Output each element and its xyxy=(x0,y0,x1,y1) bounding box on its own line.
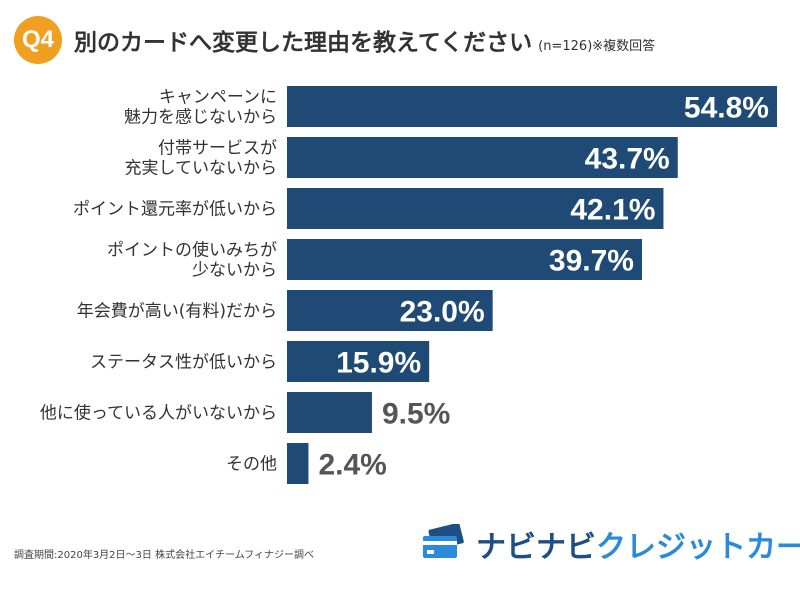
category-label: ポイントの使いみちが少ないから xyxy=(107,240,277,281)
category-label: ポイント還元率が低いから xyxy=(73,200,277,220)
logo-text-creditcard: クレジットカード xyxy=(596,530,800,565)
category-label: 年会費が高い(有料)だから xyxy=(77,302,277,322)
bar xyxy=(287,392,372,433)
category-label: キャンペーンに魅力を感じないから xyxy=(124,88,277,128)
bar xyxy=(287,188,664,229)
bar xyxy=(287,290,493,331)
question-badge: Q4 xyxy=(14,16,62,64)
bar xyxy=(287,443,309,484)
sample-note: (n=126)※複数回答 xyxy=(538,38,656,54)
value-label: 23.0% xyxy=(400,296,485,329)
value-label: 54.8% xyxy=(684,92,769,125)
bar-group: キャンペーンに魅力を感じないから 54.8% 付帯サービスが充実していないから 43.… xyxy=(40,86,777,484)
value-label: 43.7% xyxy=(585,143,670,176)
logo-text: ナビナビクレジットカード xyxy=(476,522,800,566)
value-label: 39.7% xyxy=(549,245,634,278)
bar xyxy=(287,137,678,178)
category-label: 他に使っている人がいないから xyxy=(40,403,277,424)
bar xyxy=(287,341,430,382)
credit-card-icon xyxy=(423,524,464,558)
survey-footnote: 調査期間:2020年3月2日〜3日 株式会社エイチームフィナジー調べ xyxy=(14,550,314,561)
value-label: 42.1% xyxy=(570,194,655,227)
value-label: 9.5% xyxy=(382,398,450,431)
category-label: その他 xyxy=(226,455,277,475)
bar-chart: キャンペーンに魅力を感じないから 54.8% 付帯サービスが充実していないから 43.… xyxy=(40,86,777,484)
brand-logo: ナビナビクレジットカード xyxy=(420,522,800,566)
value-label: 2.4% xyxy=(318,449,386,482)
category-label: ステータス性が低いから xyxy=(90,353,277,373)
question-header: Q4 別のカードへ変更した理由を教えてください (n=126)※複数回答 xyxy=(14,16,655,64)
question-title: 別のカードへ変更した理由を教えてください xyxy=(74,30,533,56)
bar xyxy=(287,86,777,127)
logo-text-navinavi: ナビナビ xyxy=(476,530,596,565)
bar xyxy=(287,239,642,280)
category-label: 付帯サービスが充実していないから xyxy=(125,139,278,179)
value-label: 15.9% xyxy=(336,347,421,380)
